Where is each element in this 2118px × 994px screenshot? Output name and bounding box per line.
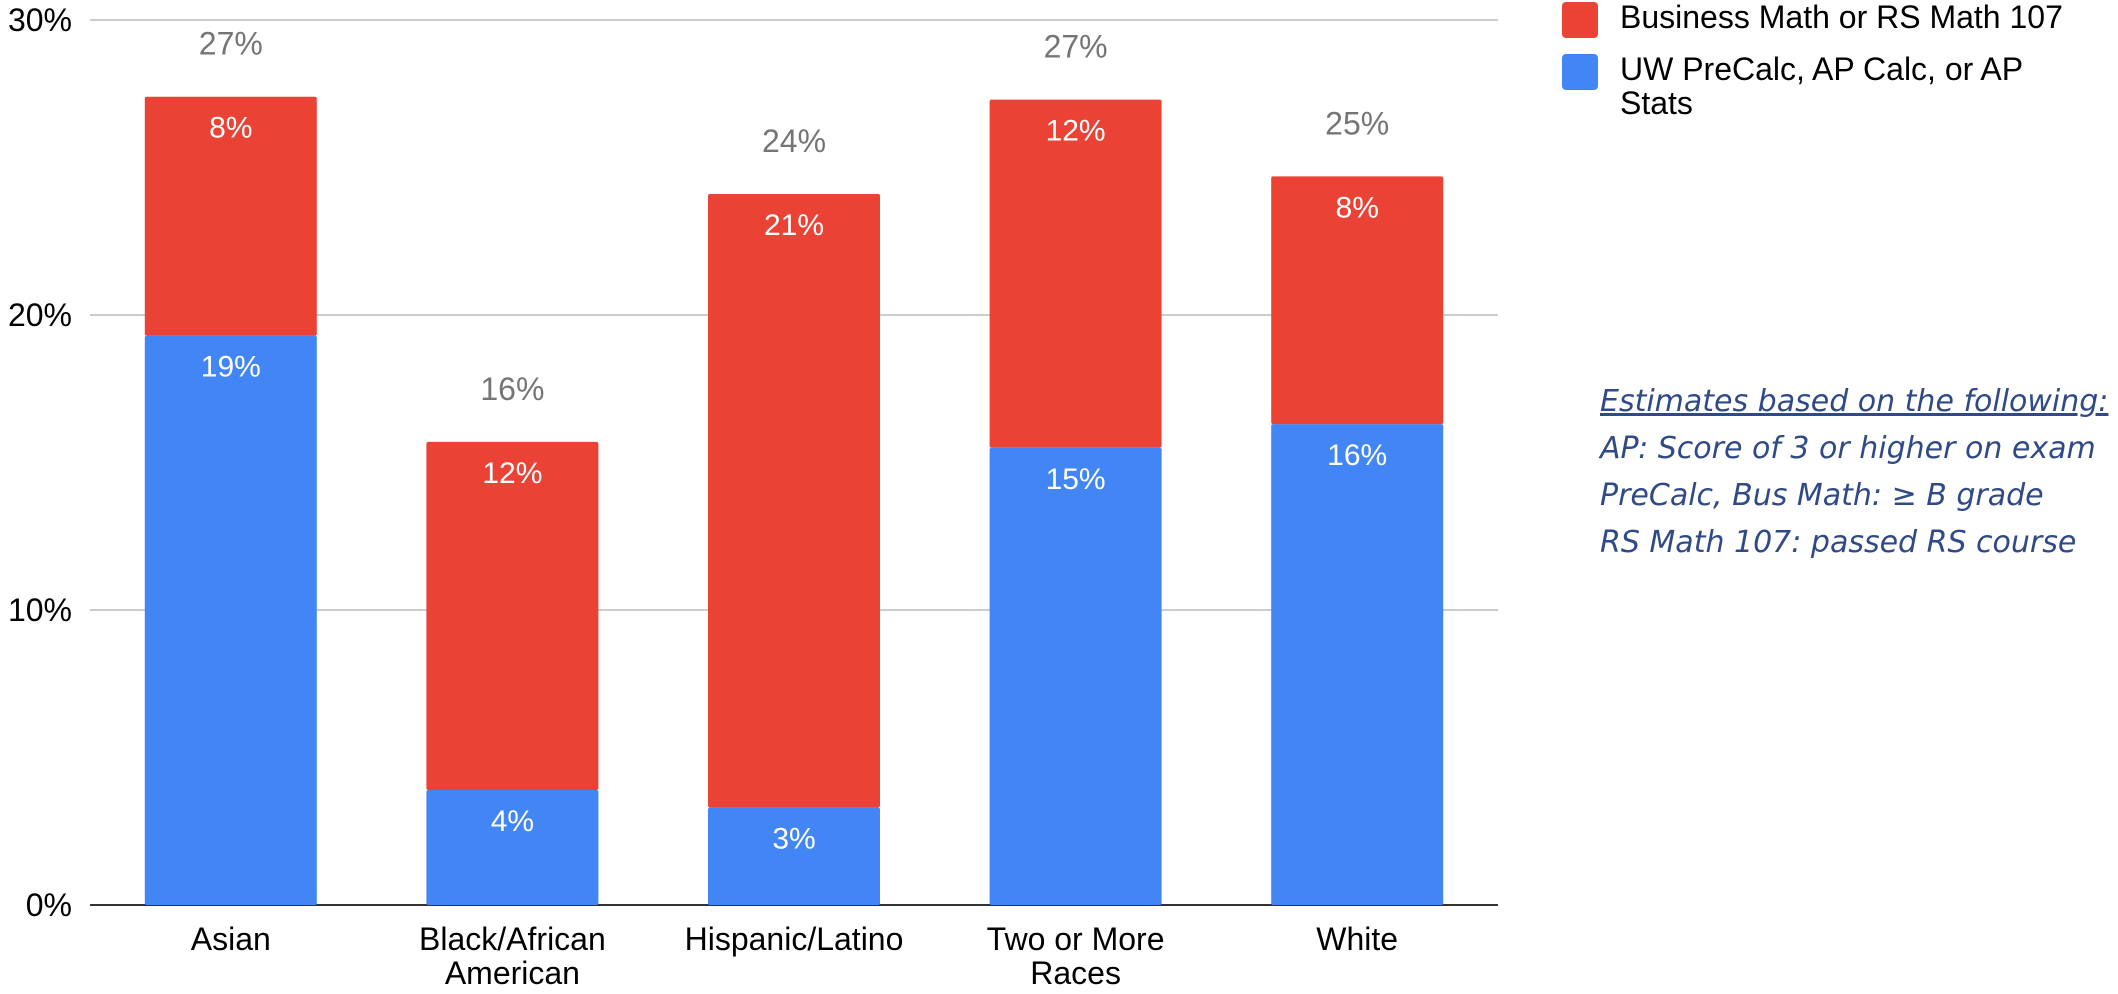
legend-label: UW PreCalc, AP Calc, or AP Stats (1620, 51, 2023, 121)
y-tick-label: 10% (8, 592, 72, 628)
total-value-label: 24% (762, 123, 826, 159)
total-value-label: 25% (1325, 105, 1389, 141)
legend-swatch-blue (1562, 54, 1598, 90)
chart-legend: Business Math or RS Math 107 UW PreCalc,… (1562, 0, 2118, 134)
legend-label: Business Math or RS Math 107 (1620, 0, 2063, 35)
category-label-line: Black/African (419, 921, 606, 957)
segment-value-label: 8% (209, 112, 252, 145)
segment-value-label: 21% (764, 209, 824, 242)
segment-value-label: 8% (1336, 191, 1379, 224)
total-value-label: 27% (199, 26, 263, 62)
bar-segment-uw-precalc (144, 335, 317, 905)
bar-segment-business-math (989, 99, 1162, 448)
segment-value-label: 15% (1046, 463, 1106, 496)
legend-item-business-math: Business Math or RS Math 107 (1562, 0, 2118, 38)
total-value-label: 27% (1044, 29, 1108, 65)
category-label: White (1316, 921, 1398, 957)
bar-segment-business-math (1271, 176, 1444, 425)
segment-value-label: 4% (491, 805, 534, 838)
bar-segment-business-math (708, 194, 880, 808)
segment-value-label: 16% (1327, 439, 1387, 472)
y-tick-label: 20% (8, 297, 72, 333)
segment-value-label: 12% (482, 457, 542, 490)
category-label: Hispanic/Latino (685, 921, 904, 957)
y-tick-label: 0% (26, 887, 72, 923)
legend-item-uw-precalc: UW PreCalc, AP Calc, or AP Stats (1562, 52, 2118, 120)
bar-segment-uw-precalc (1271, 424, 1444, 905)
total-value-label: 16% (480, 371, 544, 407)
notes-line-ap: AP: Score of 3 or higher on exam (1600, 431, 2096, 466)
bar-segment-uw-precalc (708, 807, 880, 905)
segment-value-label: 3% (772, 823, 815, 856)
bar-segment-business-math (426, 441, 599, 790)
bar-segment-business-math (144, 96, 317, 336)
legend-swatch-red (1562, 2, 1598, 38)
category-label-line: Hispanic/Latino (685, 921, 904, 957)
y-tick-label: 30% (8, 2, 72, 38)
segment-value-label: 12% (1046, 115, 1106, 148)
segment-value-label: 19% (201, 351, 261, 384)
estimate-notes: Estimates based on the following: AP: Sc… (1600, 378, 2118, 566)
category-label-line: American (445, 955, 580, 991)
notes-line-precalc: PreCalc, Bus Math: ≥ B grade (1600, 478, 2044, 513)
category-label: Two or More Races (987, 921, 1165, 991)
category-label-line: Races (1030, 955, 1121, 991)
category-label-line: Two or More (987, 921, 1165, 957)
notes-heading: Estimates based on the following: (1600, 384, 2109, 419)
bar-segment-uw-precalc (989, 447, 1162, 905)
category-label: Black/African American (419, 921, 606, 991)
stacked-bar-chart: 0% 10% 20% 30% 19% 8% 27% Asian 4% 12% 16% Black/Af… (8, 2, 1498, 991)
category-label-line: White (1316, 921, 1398, 957)
category-label-line: Asian (191, 921, 271, 957)
category-label: Asian (191, 921, 271, 957)
bar-segment-uw-precalc (426, 789, 599, 905)
notes-line-rs-math: RS Math 107: passed RS course (1600, 525, 2077, 560)
